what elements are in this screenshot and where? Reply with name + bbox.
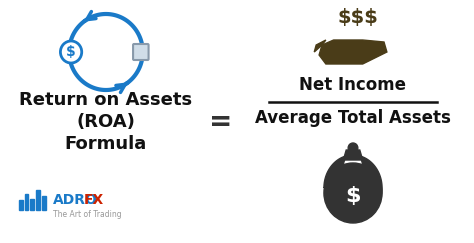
Bar bbox=[30, 199, 34, 210]
FancyBboxPatch shape bbox=[133, 44, 148, 60]
Bar bbox=[19, 200, 23, 210]
Text: Net Income: Net Income bbox=[300, 76, 407, 94]
Text: ADRO: ADRO bbox=[53, 193, 98, 207]
Bar bbox=[36, 190, 40, 210]
Text: Formula: Formula bbox=[65, 135, 147, 153]
Text: $: $ bbox=[345, 186, 361, 206]
Text: $: $ bbox=[66, 45, 76, 59]
Circle shape bbox=[324, 163, 382, 223]
Circle shape bbox=[348, 143, 358, 153]
Polygon shape bbox=[314, 40, 326, 52]
Text: $$$: $$$ bbox=[337, 9, 378, 27]
Text: Average Total Assets: Average Total Assets bbox=[255, 109, 451, 127]
Polygon shape bbox=[324, 155, 382, 205]
Polygon shape bbox=[343, 150, 363, 160]
Polygon shape bbox=[319, 40, 387, 64]
Bar bbox=[42, 196, 46, 210]
Text: =: = bbox=[209, 108, 232, 136]
Text: The Art of Trading: The Art of Trading bbox=[53, 209, 121, 218]
Circle shape bbox=[60, 41, 82, 63]
Text: FX: FX bbox=[84, 193, 104, 207]
Bar bbox=[25, 194, 28, 210]
Text: (ROA): (ROA) bbox=[76, 113, 136, 131]
Text: Return on Assets: Return on Assets bbox=[19, 91, 192, 109]
